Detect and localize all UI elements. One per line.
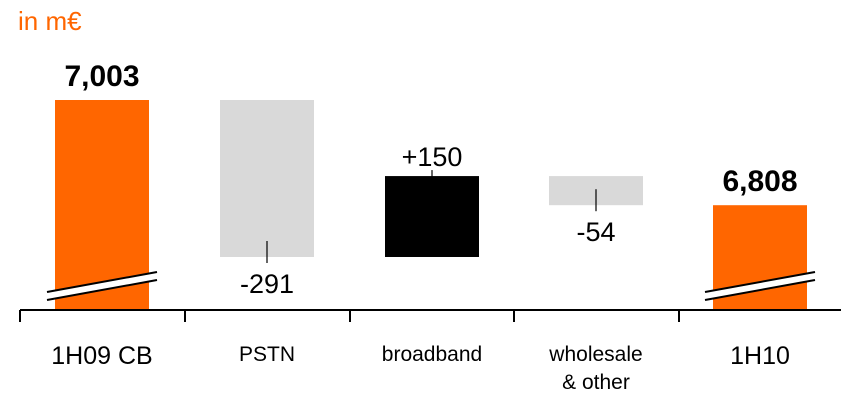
- unit-label: in m€: [18, 6, 82, 36]
- bar-increase: [385, 176, 479, 257]
- category-label: PSTN: [239, 343, 295, 366]
- category-label: & other: [562, 371, 630, 393]
- data-label: 6,808: [722, 165, 797, 198]
- axis-break-line: [704, 279, 816, 301]
- axis-break-line: [46, 279, 158, 301]
- data-label: +150: [402, 142, 463, 172]
- axis-break-gap: [46, 271, 158, 301]
- category-label: broadband: [382, 343, 482, 366]
- data-label: -291: [240, 269, 294, 299]
- bar-decrease: [220, 100, 314, 257]
- axis-break-gap: [704, 271, 816, 301]
- data-label: 7,003: [64, 60, 139, 93]
- bar-total: [55, 100, 149, 310]
- axis-break-line: [46, 271, 158, 293]
- category-label: 1H10: [730, 342, 790, 370]
- data-label: -54: [576, 217, 615, 247]
- category-label: wholesale: [548, 343, 642, 366]
- category-label: 1H09 CB: [51, 342, 152, 370]
- axis-break-line: [704, 271, 816, 293]
